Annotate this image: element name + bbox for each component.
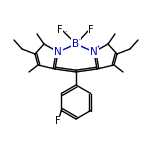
Text: F: F: [88, 25, 94, 35]
Text: N: N: [90, 47, 98, 57]
Text: .: .: [64, 26, 66, 35]
Text: ⁺: ⁺: [96, 44, 100, 53]
Text: F: F: [57, 25, 63, 35]
Text: N: N: [54, 47, 62, 57]
Text: F: F: [55, 116, 61, 126]
Text: B: B: [73, 39, 79, 49]
Text: ⁻: ⁻: [78, 36, 82, 45]
